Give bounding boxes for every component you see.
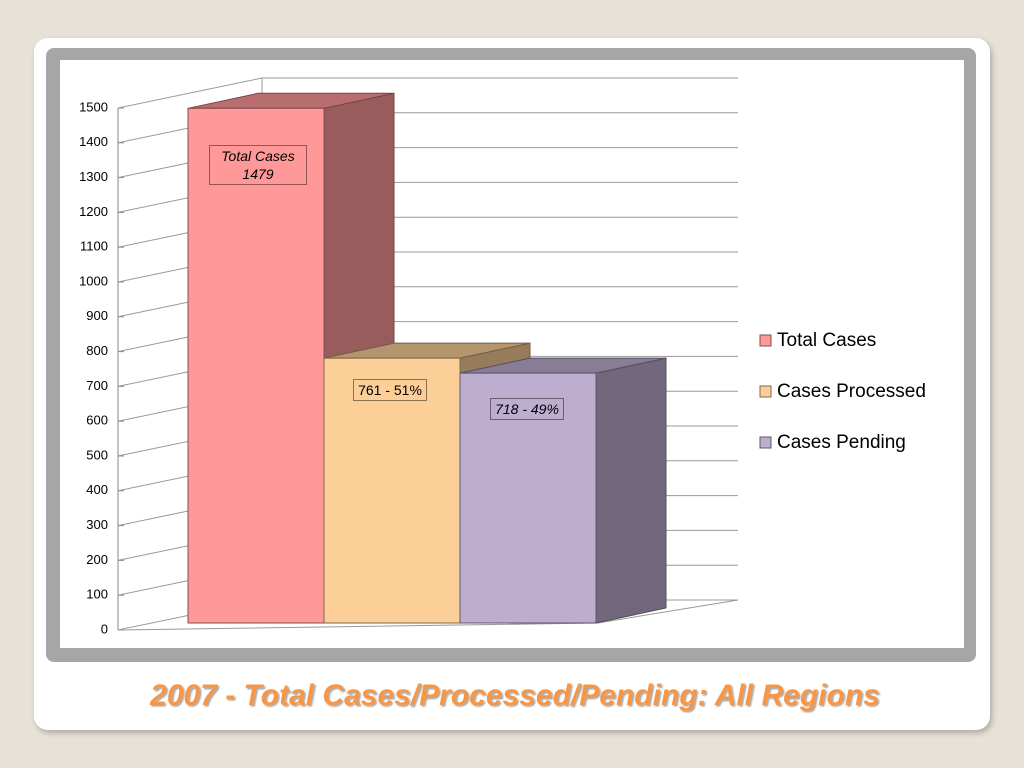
data-label: Total Cases 1479 xyxy=(208,143,308,187)
y-tick-label: 100 xyxy=(86,587,108,602)
y-tick-label: 600 xyxy=(86,413,108,428)
y-tick-label: 1400 xyxy=(79,134,108,149)
y-tick-label: 1000 xyxy=(79,273,108,288)
y-tick-label: 500 xyxy=(86,447,108,462)
bar-front xyxy=(187,107,325,624)
y-tick-label: 700 xyxy=(86,378,108,393)
y-tick-label: 900 xyxy=(86,308,108,323)
y-tick-label: 800 xyxy=(86,343,108,358)
data-label-box: Total Cases 1479 xyxy=(208,143,308,187)
legend-label: Cases Pending xyxy=(777,432,906,453)
data-label-text: 718 - 49% xyxy=(490,398,564,420)
y-tick-label: 0 xyxy=(101,621,108,636)
data-label-text: 761 - 51% xyxy=(353,379,427,401)
legend-swatch xyxy=(759,385,772,398)
bar-front xyxy=(323,357,461,624)
y-tick-label: 300 xyxy=(86,517,108,532)
data-label: 718 - 49% xyxy=(484,387,570,431)
legend-swatch xyxy=(759,436,772,449)
data-label: 761 - 51% xyxy=(347,368,433,412)
data-label-box: 718 - 49% xyxy=(484,387,570,431)
legend-label: Total Cases xyxy=(777,330,876,351)
bar-side xyxy=(595,357,667,624)
y-tick-label: 1500 xyxy=(79,99,108,114)
y-tick-label: 1200 xyxy=(79,204,108,219)
y-tick-label: 1100 xyxy=(80,239,108,254)
y-tick-label: 1300 xyxy=(79,169,108,184)
legend-label: Cases Processed xyxy=(777,381,926,402)
y-tick-label: 400 xyxy=(86,482,108,497)
chart-title: 2007 - Total Cases/Processed/Pending: Al… xyxy=(149,679,880,712)
legend-swatch xyxy=(759,334,772,347)
bar xyxy=(459,357,667,624)
data-label-box: 761 - 51% xyxy=(347,368,433,412)
data-label-text: Total Cases 1479 xyxy=(209,145,307,185)
y-tick-label: 200 xyxy=(86,552,108,567)
